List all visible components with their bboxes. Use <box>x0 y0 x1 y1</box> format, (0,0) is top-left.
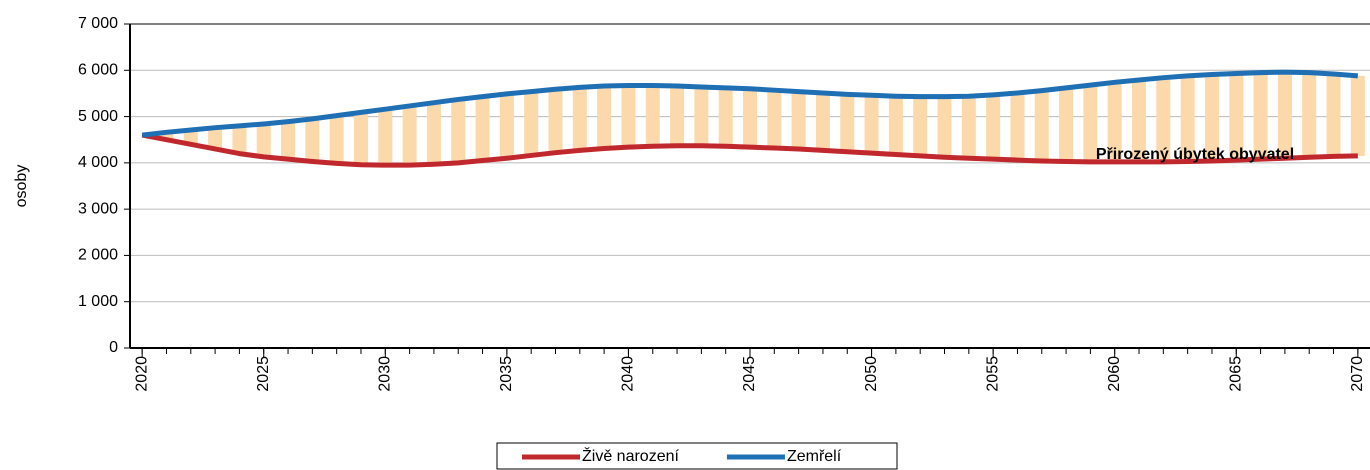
x-tick-label: 2065 <box>1227 356 1244 392</box>
x-tick-label: 2045 <box>741 356 758 392</box>
gap-bar <box>1156 77 1171 162</box>
legend-label: Živě narození <box>582 446 679 465</box>
y-tick-label: 5 000 <box>78 108 118 125</box>
gap-bar <box>572 87 587 151</box>
gap-bar <box>1253 72 1268 160</box>
gap-bar <box>281 121 296 160</box>
gap-bar <box>305 118 320 162</box>
gap-bar <box>426 102 441 165</box>
y-tick-label: 0 <box>109 339 118 356</box>
y-axis-label: osoby <box>13 165 30 208</box>
gap-bar <box>670 86 685 146</box>
gap-bar <box>208 127 223 149</box>
x-tick-label: 2055 <box>984 356 1001 392</box>
gap-bar <box>743 88 757 148</box>
gap-bar <box>767 90 782 149</box>
x-tick-label: 2030 <box>377 356 394 392</box>
gap-bar <box>791 91 806 149</box>
gap-bar <box>1010 92 1025 161</box>
gap-bar <box>1083 85 1098 162</box>
gap-bar <box>961 96 976 159</box>
gap-bar <box>1277 72 1292 159</box>
gap-bar <box>840 94 855 152</box>
x-tick-label: 2050 <box>863 356 880 392</box>
legend-label: Zemřelí <box>787 448 842 465</box>
gap-bar <box>353 112 368 165</box>
x-tick-label: 2060 <box>1106 356 1123 392</box>
x-tick-label: 2020 <box>133 356 150 392</box>
x-tick-label: 2040 <box>620 356 637 392</box>
legend: Živě narození Zemřelí <box>496 442 898 470</box>
y-tick-label: 6 000 <box>78 62 118 79</box>
series-line <box>141 69 1359 138</box>
x-tick-label: 2035 <box>498 356 515 392</box>
gap-bar <box>1229 73 1244 161</box>
gap-bar <box>1302 72 1317 158</box>
gap-bar <box>888 96 903 155</box>
gap-bar <box>1132 80 1147 162</box>
gap-bar <box>1350 75 1365 156</box>
gap-bar <box>524 91 539 156</box>
gap-bar <box>499 93 514 159</box>
gap-bar <box>1180 75 1195 162</box>
annotation: Přirozený úbytek obyvatel <box>1096 146 1294 163</box>
gap-bar <box>451 99 466 163</box>
gap-bar <box>597 86 612 149</box>
gap-bar <box>986 94 1001 160</box>
x-tick-label: 2070 <box>1349 356 1366 392</box>
y-tick-label: 1 000 <box>78 293 118 310</box>
gap-bar <box>718 87 733 147</box>
gap-bar <box>1204 74 1219 162</box>
gap-bar <box>402 105 417 166</box>
series-line <box>141 132 1358 168</box>
gap-bar <box>815 92 830 151</box>
gap-bar <box>621 85 636 148</box>
gap-bar <box>329 115 344 164</box>
gap-bar <box>1107 82 1122 162</box>
gap-bar <box>183 129 198 145</box>
y-tick-label: 3 000 <box>78 200 118 217</box>
gap-bar <box>645 85 660 147</box>
x-tick-label: 2025 <box>255 356 272 392</box>
y-tick-label: 4 000 <box>78 154 118 171</box>
gap-bar <box>1034 90 1049 162</box>
y-tick-label: 2 000 <box>78 247 118 264</box>
gap-bar <box>159 132 174 140</box>
gap-bar <box>256 123 271 157</box>
gap-bar <box>548 89 563 153</box>
gap-bar <box>232 125 247 154</box>
gap-bar <box>913 96 928 156</box>
gap-bar <box>378 109 393 166</box>
gap-bar <box>694 86 709 146</box>
gap-bar <box>864 95 879 154</box>
gap-bar <box>1059 87 1074 162</box>
gap-bar <box>937 96 952 158</box>
gap-bar <box>1326 73 1341 157</box>
gap-bar <box>475 96 490 161</box>
y-tick-label: 7 000 <box>78 15 118 32</box>
